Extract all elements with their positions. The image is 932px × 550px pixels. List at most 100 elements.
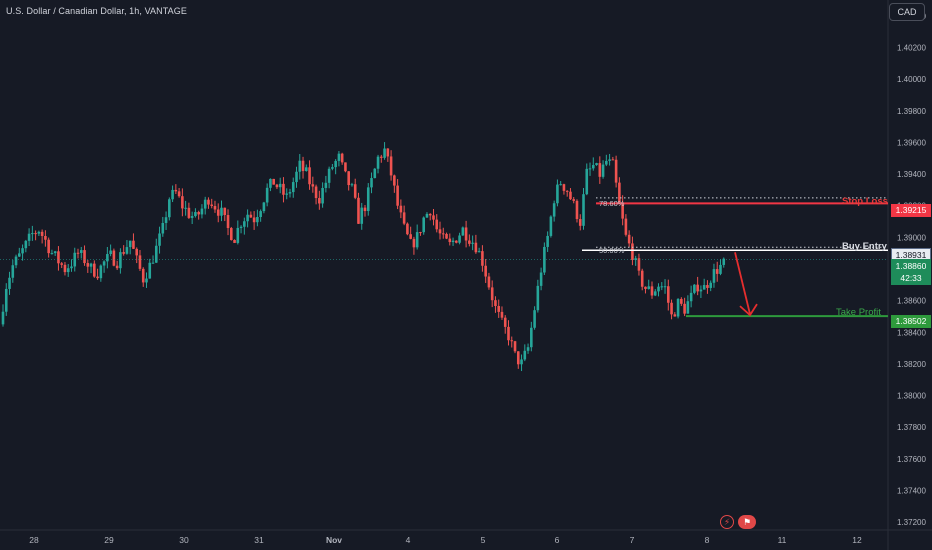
candle-body — [304, 167, 308, 172]
candle-body — [207, 199, 210, 205]
candle-body — [666, 286, 670, 303]
candle-body — [327, 168, 331, 183]
candle-body — [474, 242, 478, 253]
candle-body — [461, 227, 465, 236]
time-tick-label: 12 — [852, 535, 862, 545]
lightning-icon[interactable]: ⚡ — [720, 515, 734, 529]
candle-body — [605, 160, 608, 165]
candle-body — [203, 199, 207, 209]
candle-body — [503, 317, 507, 327]
candle-body — [582, 194, 585, 226]
candle-body — [526, 347, 530, 351]
candle-body — [184, 207, 187, 209]
candle-body — [549, 216, 553, 236]
candle-body — [311, 184, 315, 187]
candle-body — [318, 198, 321, 204]
candle-body — [122, 252, 125, 254]
candle-body — [340, 153, 344, 163]
candle-body — [4, 288, 8, 312]
candle-body — [70, 266, 73, 269]
price-tick-label: 1.39800 — [897, 107, 926, 116]
candle-body — [585, 168, 589, 195]
candle-body — [693, 284, 696, 293]
candle-body — [683, 303, 686, 314]
candle-body — [578, 219, 582, 226]
price-tick-label: 1.39600 — [897, 138, 926, 147]
price-tick-label: 1.39000 — [897, 233, 926, 242]
candle-body — [27, 233, 31, 241]
candle-body — [353, 184, 357, 198]
candle-body — [99, 265, 103, 279]
candle-body — [556, 184, 559, 204]
candle-body — [265, 187, 269, 203]
candle-body — [141, 268, 145, 283]
candle-body — [680, 298, 683, 304]
candle-body — [243, 221, 246, 227]
candle-body — [650, 286, 654, 296]
candle-body — [481, 251, 484, 266]
flag-icon[interactable]: ⚑ — [738, 515, 756, 529]
candle-body — [21, 248, 24, 254]
candle-body — [520, 359, 523, 365]
currency-button[interactable]: CAD — [889, 3, 925, 21]
candle-body — [510, 340, 514, 342]
candle-body — [455, 240, 458, 243]
bar-countdown: 42:33 — [900, 273, 922, 283]
candle-body — [419, 232, 422, 234]
candle-body — [627, 234, 631, 244]
candle-body — [523, 350, 527, 360]
candle-body — [409, 234, 412, 239]
candle-body — [637, 258, 641, 271]
candle-body — [363, 207, 367, 212]
candle-body — [621, 202, 624, 219]
candle-body — [18, 253, 21, 257]
candle-body — [93, 263, 96, 277]
candle-body — [406, 223, 409, 235]
candle-body — [119, 252, 122, 269]
candle-body — [60, 263, 64, 265]
candle-body — [151, 262, 155, 264]
candle-body — [34, 233, 37, 235]
time-tick-label: 6 — [555, 535, 560, 545]
candle-body — [673, 314, 677, 317]
price-tick-label: 1.40200 — [897, 44, 926, 53]
price-tick-label: 1.37600 — [897, 455, 926, 464]
candle-body — [256, 217, 259, 223]
candle-body — [37, 231, 41, 234]
candle-body — [63, 264, 67, 273]
candle-body — [647, 286, 651, 289]
candle-body — [53, 251, 57, 254]
candle-body — [500, 311, 504, 318]
candle-body — [487, 276, 491, 288]
candle-body — [272, 178, 275, 185]
stop-loss-price-badge: 1.39215 — [891, 204, 931, 217]
candle-body — [138, 255, 142, 269]
candle-body — [634, 258, 637, 260]
candle-body — [360, 207, 364, 224]
candle-body — [373, 168, 377, 179]
candle-body — [464, 227, 468, 241]
candle-body — [559, 184, 562, 186]
candle-body — [236, 227, 240, 243]
candle-body — [402, 212, 406, 224]
candle-body — [40, 231, 44, 237]
candle-body — [415, 232, 419, 248]
candle-body — [562, 184, 566, 191]
candle-body — [709, 282, 712, 288]
candle-body — [644, 286, 647, 289]
candle-body — [676, 298, 680, 317]
candle-body — [565, 190, 569, 192]
candle-body — [706, 285, 709, 288]
candle-body — [458, 235, 461, 243]
candle-body — [269, 178, 272, 188]
candle-body — [239, 226, 243, 228]
candle-body — [468, 240, 471, 244]
candle-body — [194, 212, 197, 217]
candle-body — [663, 286, 667, 288]
candle-body — [543, 246, 546, 273]
candle-body — [546, 235, 549, 247]
candle-body — [106, 254, 109, 262]
candle-body — [422, 217, 426, 233]
candle-body — [497, 306, 501, 312]
